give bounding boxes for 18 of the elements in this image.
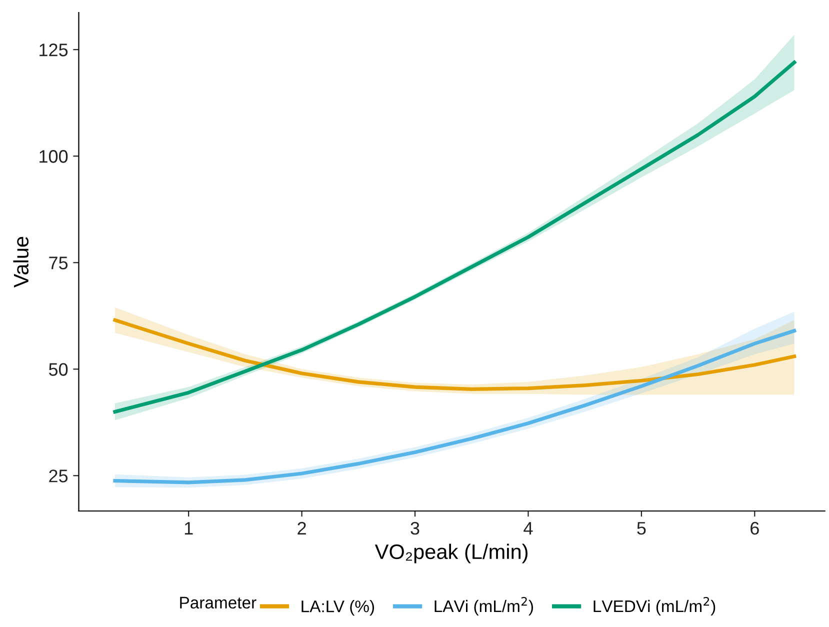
legend-label: LVEDVi (mL/m$^{2}$) [594,596,716,616]
y-tick-label: 100 [40,150,68,163]
legend-label: LAVi (mL/m$^{2}$) [434,596,533,616]
legend-title: Parameter [180,596,256,609]
y-tick-label: 50 [48,363,68,376]
x-tick-label: 5 [637,522,646,535]
line-series [113,318,796,391]
y-tick-label: 75 [49,256,68,270]
y-axis-title: Value [13,236,29,288]
x-tick-label: 2 [298,522,306,535]
legend-label: LA:LV (%) [302,600,374,616]
x-tick-label: 1 [184,522,193,535]
x-tick-label: 3 [410,522,420,535]
y-tick-label: 25 [49,470,68,482]
x-tick-label: 4 [524,522,533,535]
x-axis-title: VO₂peak (L/min) [374,544,528,564]
x-tick-label: 6 [750,522,759,535]
y-tick-label: 125 [40,44,68,56]
